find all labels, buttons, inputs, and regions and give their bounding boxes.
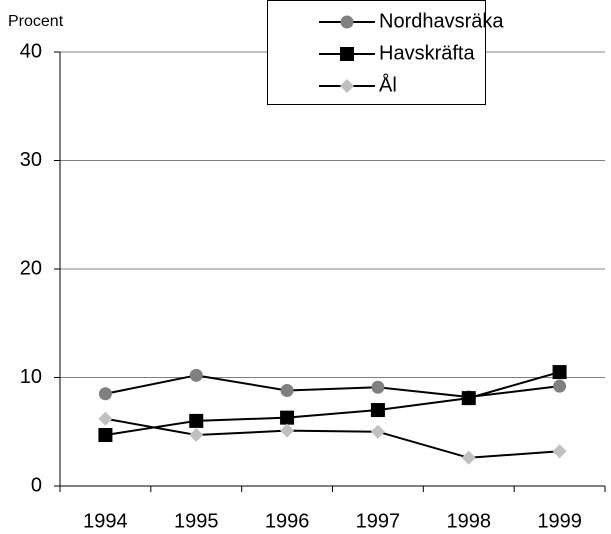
data-point bbox=[189, 413, 204, 428]
data-point bbox=[552, 365, 567, 380]
data-point bbox=[552, 444, 567, 459]
x-tick-label: 1994 bbox=[83, 510, 128, 532]
y-tick-label: 30 bbox=[20, 149, 42, 171]
data-point bbox=[553, 379, 567, 393]
data-point bbox=[461, 391, 476, 406]
data-point bbox=[280, 410, 295, 425]
x-tick-label: 1995 bbox=[174, 510, 219, 532]
y-tick-label: 10 bbox=[20, 366, 42, 388]
data-point bbox=[370, 424, 385, 439]
x-tick-label: 1998 bbox=[447, 510, 492, 532]
data-point bbox=[461, 450, 476, 465]
legend-marker bbox=[340, 47, 354, 61]
data-point bbox=[98, 411, 113, 426]
data-point bbox=[98, 428, 113, 443]
data-point bbox=[280, 384, 294, 398]
series-line bbox=[105, 417, 560, 459]
x-tick-label: 1999 bbox=[537, 510, 582, 532]
legend-label: Ål bbox=[379, 73, 397, 96]
data-point bbox=[370, 403, 385, 418]
data-point bbox=[371, 380, 385, 394]
x-tick-label: 1996 bbox=[265, 510, 310, 532]
y-tick-label: 20 bbox=[20, 257, 42, 279]
data-point bbox=[189, 428, 204, 443]
data-point bbox=[189, 368, 203, 382]
series-line bbox=[105, 374, 560, 399]
legend-box bbox=[267, 0, 486, 105]
legend-label: Havskräfta bbox=[379, 42, 475, 64]
legend-marker bbox=[340, 79, 354, 93]
y-tick-label: 40 bbox=[20, 40, 42, 62]
y-axis-label: Procent bbox=[8, 13, 64, 30]
data-point bbox=[280, 423, 295, 438]
y-tick-label: 0 bbox=[31, 474, 42, 496]
data-point bbox=[98, 387, 112, 401]
x-tick-label: 1997 bbox=[356, 510, 401, 532]
legend-marker bbox=[340, 15, 354, 29]
series-line bbox=[105, 371, 560, 436]
legend-label: Nordhavsräka bbox=[379, 10, 504, 32]
